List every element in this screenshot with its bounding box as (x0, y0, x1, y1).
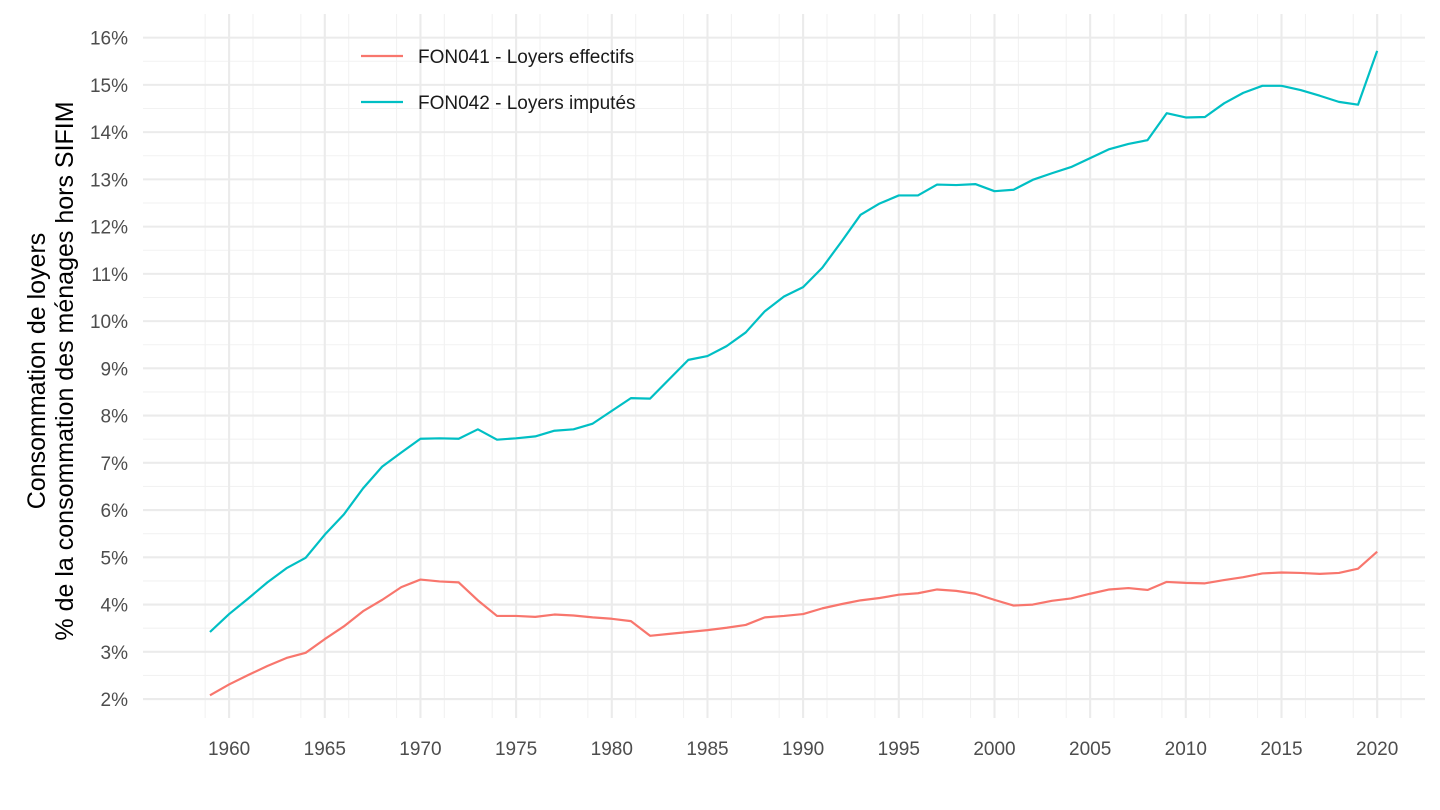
y-tick-label: 13% (90, 170, 128, 191)
y-tick-label: 10% (90, 312, 128, 333)
y-tick-label: 8% (101, 407, 129, 428)
x-tick-label: 1960 (208, 739, 250, 760)
y-tick-label: 9% (101, 359, 129, 380)
x-tick-label: 2010 (1165, 739, 1207, 760)
y-tick-label: 11% (91, 265, 128, 286)
x-tick-label: 1990 (782, 739, 824, 760)
y-tick-label: 16% (90, 29, 128, 50)
y-tick-label: 3% (101, 643, 129, 664)
x-axis-tick-labels: 1960 1965 1970 1975 1980 1985 1990 1995 2000 2005… (208, 739, 1398, 760)
y-tick-label: 6% (101, 501, 129, 522)
x-tick-label: 1985 (686, 739, 728, 760)
x-tick-label: 1975 (495, 739, 537, 760)
minor-gridlines (143, 14, 1425, 718)
y-axis-title-line-2: % de la consommation des ménages hors SI… (51, 101, 79, 640)
y-tick-label: 12% (90, 218, 128, 239)
y-tick-label: 4% (101, 596, 129, 617)
y-tick-label: 7% (101, 454, 129, 475)
y-axis-tick-labels: 2% 3% 4% 5% 6% 7% 8% 9% 10% 11% 12% 13% 14% 15% 16% (90, 29, 128, 711)
x-tick-label: 1970 (399, 739, 441, 760)
x-tick-label: 2015 (1260, 739, 1302, 760)
legend: FON041 - Loyers effectifs FON042 - Loyer… (361, 47, 636, 114)
series-lines (209, 50, 1379, 697)
x-tick-label: 2020 (1356, 739, 1398, 760)
x-tick-label: 2000 (973, 739, 1015, 760)
series-line-loyers-effectifs (209, 550, 1378, 697)
major-gridlines (143, 14, 1425, 718)
x-tick-label: 1995 (878, 739, 920, 760)
x-tick-label: 2005 (1069, 739, 1111, 760)
y-tick-label: 2% (101, 690, 129, 711)
series-line-loyers-imputes (209, 50, 1379, 633)
legend-label-loyers-imputes: FON042 - Loyers imputés (418, 93, 636, 114)
y-tick-label: 5% (101, 548, 129, 569)
legend-label-loyers-effectifs: FON041 - Loyers effectifs (418, 47, 634, 68)
y-tick-label: 14% (90, 123, 128, 144)
x-tick-label: 1980 (591, 739, 633, 760)
y-axis-title-line-1: Consommation de loyers (23, 233, 51, 510)
x-tick-label: 1965 (304, 739, 346, 760)
y-tick-label: 15% (90, 76, 128, 97)
